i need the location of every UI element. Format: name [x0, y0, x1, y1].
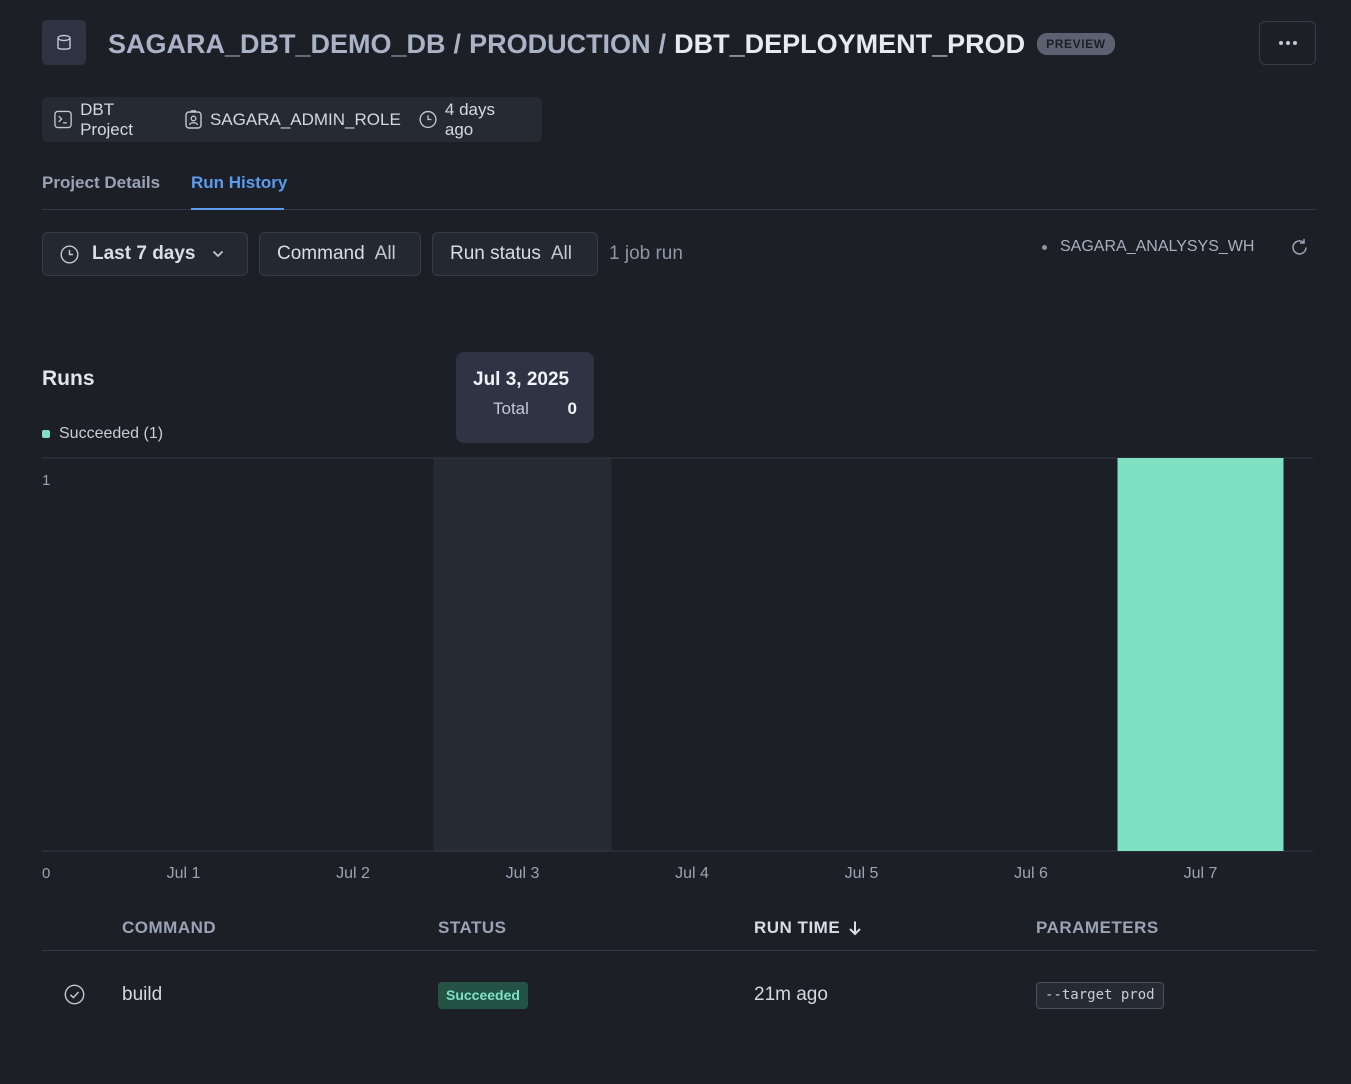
x-tick-label: Jul 2 [336, 865, 370, 882]
legend-swatch-succeeded [42, 430, 50, 438]
meta-type: DBT Project [54, 100, 167, 140]
more-options-button[interactable] [1259, 21, 1316, 65]
legend-label-succeeded: Succeeded (1) [59, 425, 164, 442]
refresh-button[interactable] [1290, 238, 1309, 262]
warehouse-name: SAGARA_ANALYSYS_WH [1060, 238, 1255, 255]
chart-legend: Succeeded (1) [42, 425, 163, 443]
preview-badge: PREVIEW [1037, 33, 1115, 55]
meta-type-label: DBT Project [80, 99, 133, 139]
meta-updated-label: 4 days ago [444, 99, 495, 139]
runs-bar-chart: 1 0 Jul 1 Jul 2 Jul 3 Jul 4 Jul 5 Jul 6 Jul 7 [42, 457, 1313, 882]
x-tick-label: Jul 4 [675, 865, 709, 882]
check-circle-icon [64, 984, 85, 1005]
hover-highlight-column [433, 458, 612, 851]
tooltip-label: Total [493, 399, 529, 418]
column-header-command[interactable]: COMMAND [122, 918, 217, 937]
chart-tooltip: Jul 3, 2025 Total 0 [456, 352, 594, 443]
refresh-icon [1292, 239, 1307, 255]
run-status-filter-label: Run status [450, 243, 541, 264]
breadcrumb-schema[interactable]: PRODUCTION [469, 28, 651, 59]
column-header-status[interactable]: STATUS [438, 918, 507, 937]
object-meta-bar: DBT Project SAGARA_ADMIN_ROLE 4 days ago [42, 97, 542, 142]
tab-run-history[interactable]: Run History [191, 173, 288, 192]
active-tab-indicator [191, 208, 284, 210]
command-filter-value: All [374, 243, 396, 264]
command-filter-label: Command [277, 243, 365, 264]
column-header-run-time-label: RUN TIME [754, 918, 841, 937]
x-tick-label: Jul 1 [167, 865, 201, 882]
date-range-label: Last 7 days [92, 243, 196, 264]
meta-role: SAGARA_ADMIN_ROLE [185, 110, 401, 130]
warehouse-indicator[interactable]: SAGARA_ANALYSYS_WH [1042, 238, 1254, 256]
table-header-divider [42, 950, 1316, 951]
breadcrumb-current: DBT_DEPLOYMENT_PROD [674, 28, 1026, 59]
tab-bar: Project Details Run History [42, 165, 1316, 210]
breadcrumb-database[interactable]: SAGARA_DBT_DEMO_DB [108, 28, 446, 59]
sort-descending-icon [849, 921, 861, 936]
tooltip-value: 0 [567, 399, 577, 418]
run-status-filter-value: All [550, 243, 572, 264]
status-badge: Succeeded [438, 982, 528, 1009]
row-run-time: 21m ago [754, 984, 828, 1005]
row-parameters: --target prod [1036, 982, 1164, 1009]
meta-role-label: SAGARA_ADMIN_ROLE [209, 109, 401, 129]
clock-icon [60, 244, 79, 264]
breadcrumb-separator: / [453, 28, 462, 59]
job-run-count: 1 job run [609, 243, 683, 264]
runs-chart-title: Runs [42, 367, 95, 390]
tab-project-details[interactable]: Project Details [42, 173, 161, 192]
meta-updated: 4 days ago [419, 100, 524, 140]
x-tick-label: Jul 5 [845, 865, 879, 882]
date-range-dropdown[interactable]: Last 7 days [42, 232, 248, 276]
x-tick-label: Jul 3 [506, 865, 540, 882]
column-header-run-time[interactable]: RUN TIME [754, 918, 862, 938]
command-filter[interactable]: Command All [259, 232, 421, 276]
x-tick-label: Jul 6 [1014, 865, 1048, 882]
table-row[interactable] [64, 984, 85, 1010]
page-title: SAGARA_DBT_DEMO_DB / PRODUCTION / DBT_DE… [108, 26, 1115, 62]
terminal-icon [54, 110, 72, 129]
y-tick-label: 1 [42, 472, 50, 489]
clock-icon [419, 110, 437, 129]
more-horizontal-icon [1278, 41, 1297, 45]
chevron-down-icon [212, 250, 223, 258]
breadcrumb-separator: / [658, 28, 667, 59]
user-badge-icon [185, 110, 202, 129]
tooltip-date: Jul 3, 2025 [473, 369, 570, 390]
warehouse-status-dot [1042, 244, 1047, 250]
column-header-parameters[interactable]: PARAMETERS [1036, 918, 1159, 937]
database-icon [42, 20, 86, 65]
bar-jul-7 [1117, 458, 1284, 851]
y-tick-label: 0 [42, 865, 50, 882]
x-tick-label: Jul 7 [1184, 865, 1218, 882]
run-status-filter[interactable]: Run status All [432, 232, 598, 276]
row-command[interactable]: build [122, 984, 163, 1005]
